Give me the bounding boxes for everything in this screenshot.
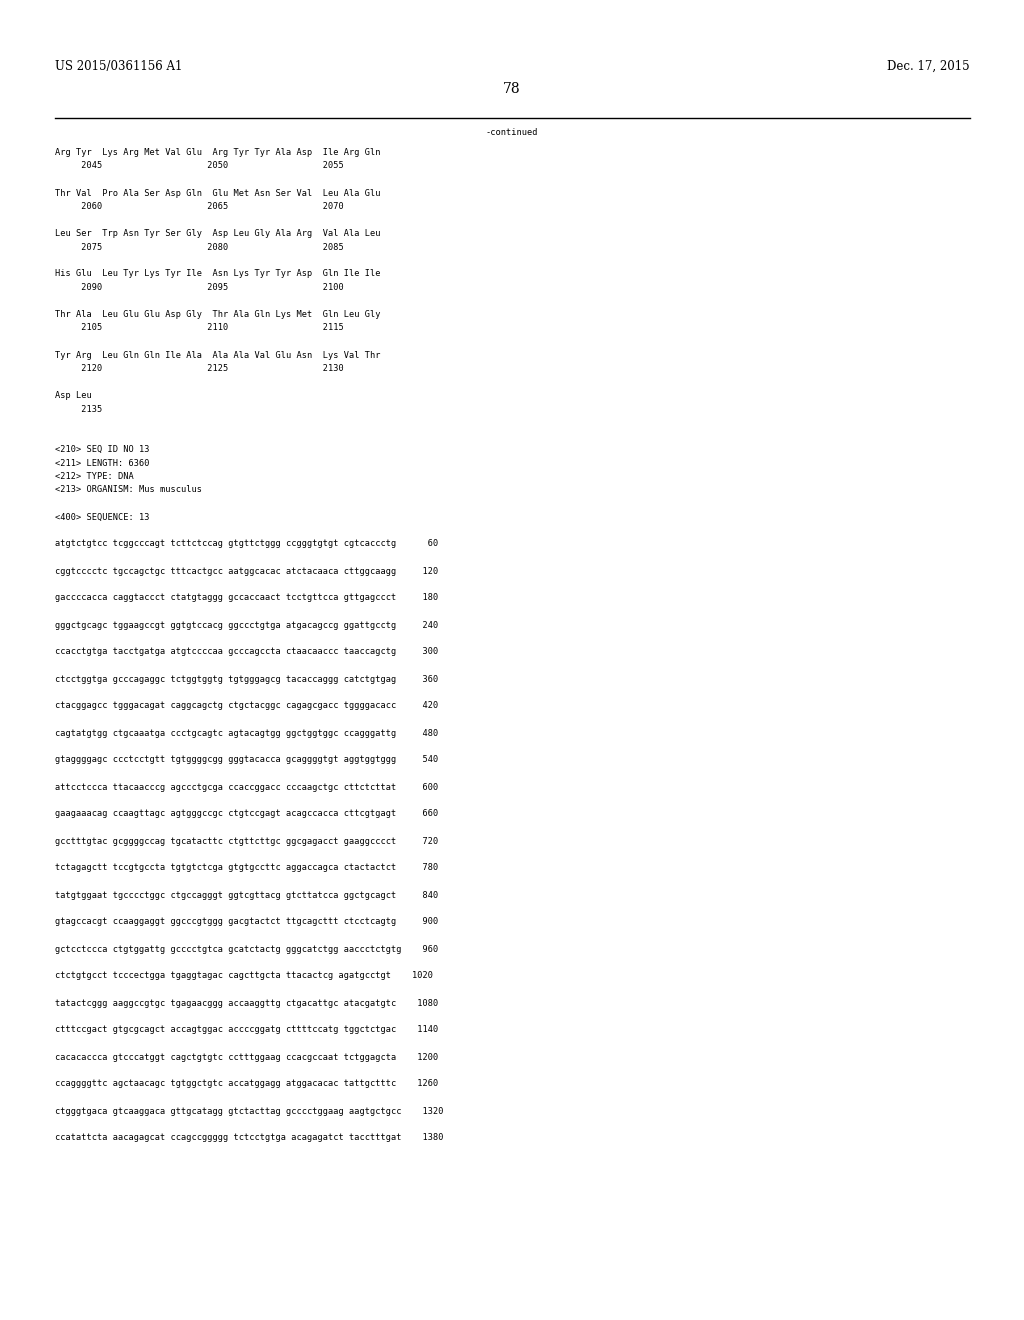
Text: 2120                    2125                  2130: 2120 2125 2130 xyxy=(55,364,344,374)
Text: gtagccacgt ccaaggaggt ggcccgtggg gacgtactct ttgcagcttt ctcctcagtg     900: gtagccacgt ccaaggaggt ggcccgtggg gacgtac… xyxy=(55,917,438,927)
Text: ccatattcta aacagagcat ccagccggggg tctcctgtga acagagatct tacctttgat    1380: ccatattcta aacagagcat ccagccggggg tctcct… xyxy=(55,1134,443,1143)
Text: Leu Ser  Trp Asn Tyr Ser Gly  Asp Leu Gly Ala Arg  Val Ala Leu: Leu Ser Trp Asn Tyr Ser Gly Asp Leu Gly … xyxy=(55,228,381,238)
Text: ctctgtgcct tcccectgga tgaggtagac cagcttgcta ttacactcg agatgcctgt    1020: ctctgtgcct tcccectgga tgaggtagac cagcttg… xyxy=(55,972,433,981)
Text: -continued: -continued xyxy=(485,128,539,137)
Text: <212> TYPE: DNA: <212> TYPE: DNA xyxy=(55,473,134,480)
Text: gggctgcagc tggaagccgt ggtgtccacg ggccctgtga atgacagccg ggattgcctg     240: gggctgcagc tggaagccgt ggtgtccacg ggccctg… xyxy=(55,620,438,630)
Text: gaagaaacag ccaagttagc agtgggccgc ctgtccgagt acagccacca cttcgtgagt     660: gaagaaacag ccaagttagc agtgggccgc ctgtccg… xyxy=(55,809,438,818)
Text: atgtctgtcc tcggcccagt tcttctccag gtgttctggg ccgggtgtgt cgtcaccctg      60: atgtctgtcc tcggcccagt tcttctccag gtgttct… xyxy=(55,540,438,549)
Text: Tyr Arg  Leu Gln Gln Ile Ala  Ala Ala Val Glu Asn  Lys Val Thr: Tyr Arg Leu Gln Gln Ile Ala Ala Ala Val … xyxy=(55,351,381,359)
Text: <400> SEQUENCE: 13: <400> SEQUENCE: 13 xyxy=(55,512,150,521)
Text: <210> SEQ ID NO 13: <210> SEQ ID NO 13 xyxy=(55,445,150,454)
Text: ccacctgtga tacctgatga atgtccccaa gcccagccta ctaacaaccc taaccagctg     300: ccacctgtga tacctgatga atgtccccaa gcccagc… xyxy=(55,648,438,656)
Text: cagtatgtgg ctgcaaatga ccctgcagtc agtacagtgg ggctggtggc ccagggattg     480: cagtatgtgg ctgcaaatga ccctgcagtc agtacag… xyxy=(55,729,438,738)
Text: cggtcccctc tgccagctgc tttcactgcc aatggcacac atctacaaca cttggcaagg     120: cggtcccctc tgccagctgc tttcactgcc aatggca… xyxy=(55,566,438,576)
Text: 78: 78 xyxy=(503,82,521,96)
Text: Arg Tyr  Lys Arg Met Val Glu  Arg Tyr Tyr Ala Asp  Ile Arg Gln: Arg Tyr Lys Arg Met Val Glu Arg Tyr Tyr … xyxy=(55,148,381,157)
Text: <213> ORGANISM: Mus musculus: <213> ORGANISM: Mus musculus xyxy=(55,486,202,495)
Text: 2075                    2080                  2085: 2075 2080 2085 xyxy=(55,243,344,252)
Text: ctacggagcc tgggacagat caggcagctg ctgctacggc cagagcgacc tggggacacc     420: ctacggagcc tgggacagat caggcagctg ctgctac… xyxy=(55,701,438,710)
Text: ccaggggttc agctaacagc tgtggctgtc accatggagg atggacacac tattgctttc    1260: ccaggggttc agctaacagc tgtggctgtc accatgg… xyxy=(55,1080,438,1089)
Text: Thr Ala  Leu Glu Glu Asp Gly  Thr Ala Gln Lys Met  Gln Leu Gly: Thr Ala Leu Glu Glu Asp Gly Thr Ala Gln … xyxy=(55,310,381,319)
Text: 2135: 2135 xyxy=(55,404,102,413)
Text: 2045                    2050                  2055: 2045 2050 2055 xyxy=(55,161,344,170)
Text: 2090                    2095                  2100: 2090 2095 2100 xyxy=(55,282,344,292)
Text: 2105                    2110                  2115: 2105 2110 2115 xyxy=(55,323,344,333)
Text: ctcctggtga gcccagaggc tctggtggtg tgtgggagcg tacaccaggg catctgtgag     360: ctcctggtga gcccagaggc tctggtggtg tgtggga… xyxy=(55,675,438,684)
Text: tatactcggg aaggccgtgc tgagaacggg accaaggttg ctgacattgc atacgatgtc    1080: tatactcggg aaggccgtgc tgagaacggg accaagg… xyxy=(55,998,438,1007)
Text: US 2015/0361156 A1: US 2015/0361156 A1 xyxy=(55,59,182,73)
Text: His Glu  Leu Tyr Lys Tyr Ile  Asn Lys Tyr Tyr Asp  Gln Ile Ile: His Glu Leu Tyr Lys Tyr Ile Asn Lys Tyr … xyxy=(55,269,381,279)
Text: ctttccgact gtgcgcagct accagtggac accccggatg cttttccatg tggctctgac    1140: ctttccgact gtgcgcagct accagtggac accccgg… xyxy=(55,1026,438,1035)
Text: <211> LENGTH: 6360: <211> LENGTH: 6360 xyxy=(55,458,150,467)
Text: attcctccca ttacaacccg agccctgcga ccaccggacc cccaagctgc cttctcttat     600: attcctccca ttacaacccg agccctgcga ccaccgg… xyxy=(55,783,438,792)
Text: tctagagctt tccgtgccta tgtgtctcga gtgtgccttc aggaccagca ctactactct     780: tctagagctt tccgtgccta tgtgtctcga gtgtgcc… xyxy=(55,863,438,873)
Text: gaccccacca caggtaccct ctatgtaggg gccaccaact tcctgttcca gttgagccct     180: gaccccacca caggtaccct ctatgtaggg gccacca… xyxy=(55,594,438,602)
Text: ctgggtgaca gtcaaggaca gttgcatagg gtctacttag gcccctggaag aagtgctgcc    1320: ctgggtgaca gtcaaggaca gttgcatagg gtctact… xyxy=(55,1106,443,1115)
Text: Asp Leu: Asp Leu xyxy=(55,391,92,400)
Text: gcctttgtac gcggggccag tgcatacttc ctgttcttgc ggcgagacct gaaggcccct     720: gcctttgtac gcggggccag tgcatacttc ctgttct… xyxy=(55,837,438,846)
Text: Thr Val  Pro Ala Ser Asp Gln  Glu Met Asn Ser Val  Leu Ala Glu: Thr Val Pro Ala Ser Asp Gln Glu Met Asn … xyxy=(55,189,381,198)
Text: tatgtggaat tgcccctggc ctgccagggt ggtcgttacg gtcttatcca ggctgcagct     840: tatgtggaat tgcccctggc ctgccagggt ggtcgtt… xyxy=(55,891,438,899)
Text: 2060                    2065                  2070: 2060 2065 2070 xyxy=(55,202,344,211)
Text: cacacaccca gtcccatggt cagctgtgtc cctttggaag ccacgccaat tctggagcta    1200: cacacaccca gtcccatggt cagctgtgtc cctttgg… xyxy=(55,1052,438,1061)
Text: gctcctccca ctgtggattg gcccctgtca gcatctactg gggcatctgg aaccctctgtg    960: gctcctccca ctgtggattg gcccctgtca gcatcta… xyxy=(55,945,438,953)
Text: Dec. 17, 2015: Dec. 17, 2015 xyxy=(888,59,970,73)
Text: gtaggggagc ccctcctgtt tgtggggcgg gggtacacca gcaggggtgt aggtggtggg     540: gtaggggagc ccctcctgtt tgtggggcgg gggtaca… xyxy=(55,755,438,764)
